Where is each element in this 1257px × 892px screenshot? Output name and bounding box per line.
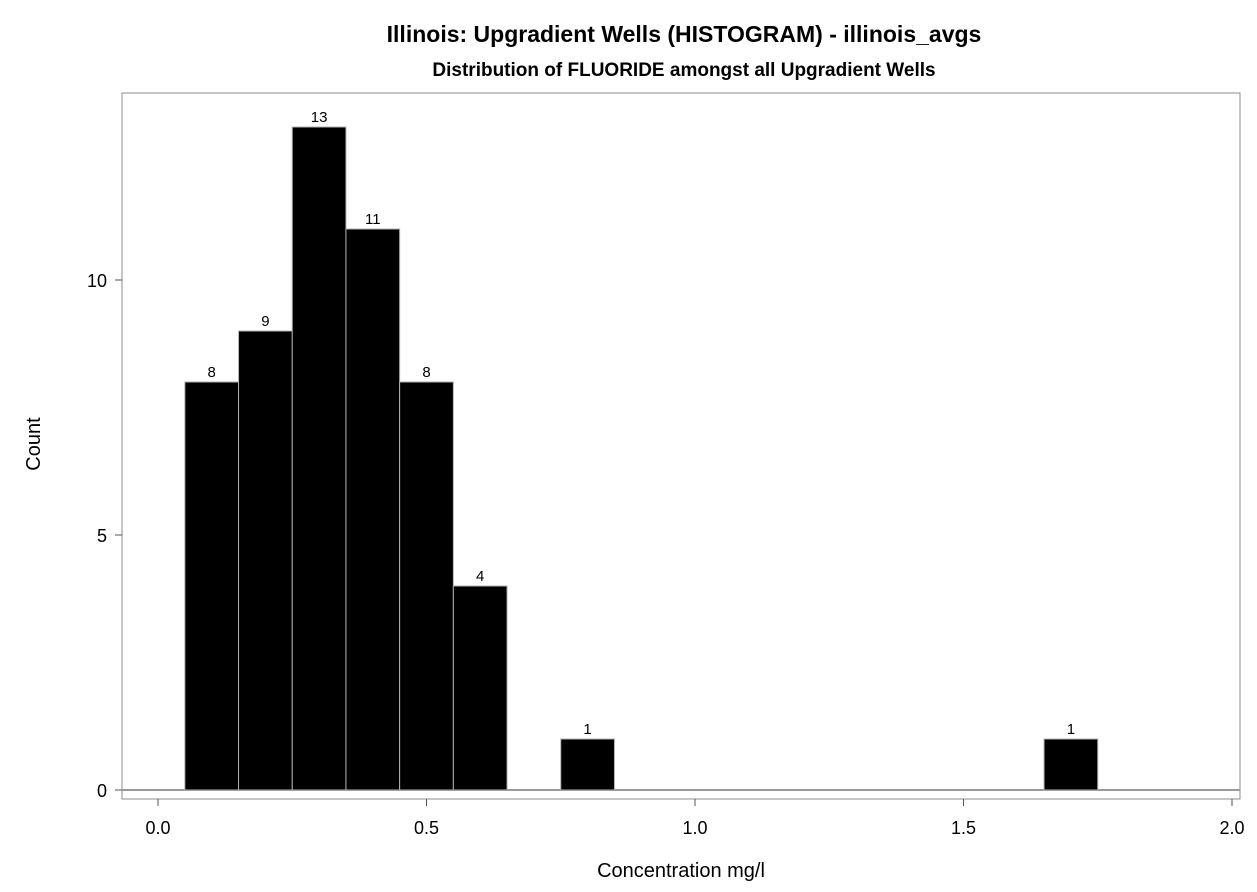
chart-subtitle: Distribution of FLUORIDE amongst all Upg… [432,60,935,81]
bar-count-label: 8 [208,364,216,381]
bar-count-label: 4 [476,568,484,585]
x-tick-label: 0.5 [414,818,439,838]
histogram-bar [238,330,293,791]
histogram-bar [399,381,454,791]
y-tick-label: 0 [97,781,107,801]
y-axis-title: Count [23,417,45,471]
x-tick-label: 1.0 [682,818,707,838]
x-tick-label: 2.0 [1219,818,1244,838]
histogram-bars [184,126,1099,791]
x-tick-label: 0.0 [145,818,170,838]
x-axis-ticks: 0.0 0.5 1.0 1.5 2.0 [145,799,1245,838]
bar-count-label: 1 [583,721,591,738]
bar-count-label: 9 [261,313,269,330]
bar-count-label: 1 [1067,721,1075,738]
histogram-bar [1043,738,1099,791]
bar-count-label: 8 [422,364,430,381]
bar-count-label: 13 [311,109,328,126]
chart-title: Illinois: Upgradient Wells (HISTOGRAM) -… [387,21,982,47]
histogram-bar [345,228,401,791]
x-tick-label: 1.5 [951,818,976,838]
histogram-bar [560,738,615,791]
histogram-bar [291,126,347,791]
x-axis-title: Concentration mg/l [597,860,765,882]
y-tick-label: 10 [87,271,107,291]
histogram-bar [184,381,240,791]
plot-area-frame [121,92,1241,800]
histogram-bar [452,585,508,791]
y-axis-ticks: 0 5 10 [87,271,122,801]
y-tick-label: 5 [97,526,107,546]
bar-count-label: 11 [365,211,381,228]
